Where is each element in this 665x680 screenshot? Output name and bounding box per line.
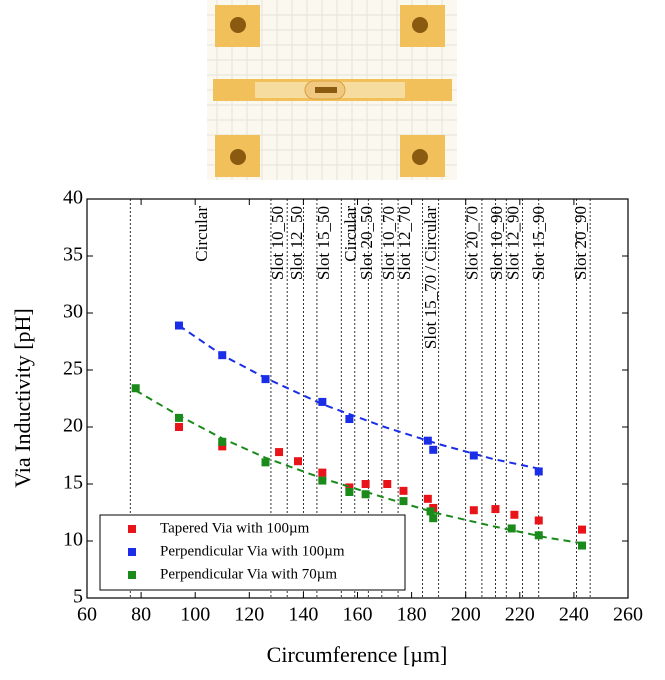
data-point — [427, 507, 435, 515]
data-point — [383, 480, 391, 488]
region-label: Slot 15_70 / Circular — [421, 206, 440, 349]
y-tick-label: 25 — [63, 358, 83, 380]
x-tick-label: 100 — [180, 604, 210, 626]
data-point — [535, 531, 543, 539]
data-point — [175, 322, 183, 330]
data-point — [535, 467, 543, 475]
y-tick-label: 10 — [63, 529, 83, 551]
data-point — [262, 375, 270, 383]
chart: Circumference [µm] Via Inductivity [pH] … — [0, 0, 665, 680]
via-layout-image — [207, 0, 457, 180]
legend-label: Perpendicular Via with 70µm — [160, 566, 337, 582]
data-point — [578, 526, 586, 534]
x-tick-label: 80 — [131, 604, 151, 626]
y-axis-label: Via Inductivity [pH] — [10, 308, 35, 488]
x-axis-label: Circumference [µm] — [267, 642, 448, 667]
y-tick-label: 20 — [63, 415, 83, 437]
region-label: Slot 20_90 — [571, 206, 590, 280]
data-point — [362, 490, 370, 498]
data-point — [345, 415, 353, 423]
data-point — [294, 457, 302, 465]
data-point — [470, 506, 478, 514]
x-tick-label: 180 — [397, 604, 427, 626]
region-label: Slot 20_50 — [357, 206, 376, 280]
legend-label: Tapered Via with 100µm — [160, 520, 310, 536]
x-tick-label: 220 — [505, 604, 535, 626]
region-label: Slot 15_50 — [314, 206, 333, 280]
region-label: Circular — [192, 206, 211, 262]
data-point — [399, 487, 407, 495]
data-point — [578, 542, 586, 550]
y-tick-label: 35 — [63, 244, 83, 266]
data-point — [218, 351, 226, 359]
x-tick-label: 260 — [613, 604, 643, 626]
data-point — [429, 514, 437, 522]
region-label: Slot 12_70 — [395, 206, 414, 280]
data-point — [275, 448, 283, 456]
x-tick-label: 160 — [343, 604, 373, 626]
data-point — [218, 438, 226, 446]
legend-swatch — [128, 525, 136, 533]
data-point — [429, 446, 437, 454]
data-point — [510, 511, 518, 519]
data-point — [491, 505, 499, 513]
region-label: Slot 12_50 — [287, 206, 306, 280]
data-point — [318, 398, 326, 406]
data-point — [535, 516, 543, 524]
y-tick-label: 5 — [73, 586, 83, 608]
data-point — [318, 477, 326, 485]
region-label: Slot 15_90 — [529, 206, 548, 280]
legend-swatch — [128, 571, 136, 579]
x-tick-label: 200 — [451, 604, 481, 626]
x-tick-label: 140 — [288, 604, 318, 626]
data-point — [424, 437, 432, 445]
data-point — [424, 495, 432, 503]
region-label: Slot 10_50 — [268, 206, 287, 280]
data-point — [345, 488, 353, 496]
data-point — [399, 497, 407, 505]
data-point — [318, 469, 326, 477]
data-point — [362, 480, 370, 488]
region-label: Slot 20_70 — [463, 206, 482, 280]
legend-label: Perpendicular Via with 100µm — [160, 543, 345, 559]
legend-swatch — [128, 548, 136, 556]
data-point — [132, 384, 140, 392]
data-point — [175, 414, 183, 422]
data-point — [262, 458, 270, 466]
y-tick-label: 30 — [63, 301, 83, 323]
x-tick-label: 120 — [234, 604, 264, 626]
y-tick-label: 40 — [63, 187, 83, 209]
fit-line — [179, 326, 541, 470]
page: {"chart_data":{"type":"scatter", "xlabel… — [0, 0, 665, 680]
y-tick-label: 15 — [63, 472, 83, 494]
data-point — [470, 452, 478, 460]
region-label: Slot 12_90 — [503, 206, 522, 280]
data-point — [508, 524, 516, 532]
data-point — [175, 423, 183, 431]
x-tick-label: 240 — [559, 604, 589, 626]
